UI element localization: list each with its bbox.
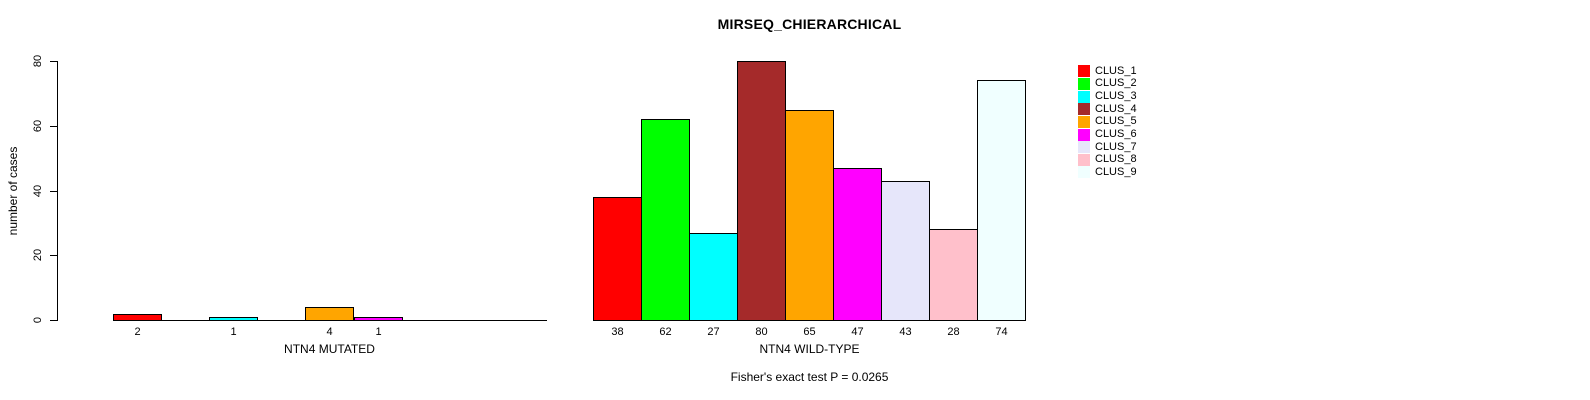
bar-value-label: 4 <box>326 326 333 338</box>
y-axis-label: number of cases <box>6 146 20 236</box>
legend-swatch-clus_9 <box>1078 166 1090 179</box>
legend-label: CLUS_5 <box>1095 115 1137 128</box>
bar-value-label: 62 <box>659 326 672 338</box>
chart-title: MIRSEQ_CHIERARCHICAL <box>717 16 902 32</box>
legend-item: CLUS_8 <box>1078 153 1137 166</box>
bar-clus_8-wildtype <box>929 229 978 321</box>
y-tick-label: 60 <box>32 119 44 133</box>
legend-label: CLUS_9 <box>1095 165 1137 178</box>
bar-value-label: 28 <box>947 326 960 338</box>
bar-clus_4-wildtype <box>737 61 786 321</box>
bar-value-label: 43 <box>899 326 912 338</box>
legend-label: CLUS_1 <box>1095 64 1137 77</box>
legend: CLUS_1 CLUS_2 CLUS_3 CLUS_4 CLUS_5 CLUS_6 CLUS… <box>1078 65 1137 179</box>
bar-clus_2-wildtype <box>641 119 690 321</box>
bar-value-label: 80 <box>755 326 768 338</box>
y-axis-line <box>57 61 58 321</box>
legend-swatch-clus_5 <box>1078 115 1090 128</box>
bar-value-label: 2 <box>134 326 141 338</box>
legend-label: CLUS_6 <box>1095 128 1137 141</box>
y-tick <box>50 320 57 321</box>
bar-clus_5-wildtype <box>785 110 834 321</box>
legend-item: CLUS_5 <box>1078 115 1137 129</box>
legend-item: CLUS_3 <box>1078 90 1137 103</box>
legend-item: CLUS_4 <box>1078 103 1137 116</box>
legend-item: CLUS_1 <box>1078 65 1137 78</box>
bar-value-label: 1 <box>375 326 382 338</box>
bar-clus_9-wildtype <box>977 80 1026 321</box>
bar-value-label: 74 <box>995 326 1008 338</box>
y-tick-label: 80 <box>32 54 44 68</box>
legend-swatch-clus_2 <box>1078 77 1090 90</box>
legend-swatch-clus_3 <box>1078 90 1090 103</box>
bar-value-label: 65 <box>803 326 816 338</box>
legend-swatch-clus_8 <box>1078 153 1090 166</box>
x-axis-label-mutated: NTN4 MUTATED <box>284 342 375 356</box>
fisher-test-note: Fisher's exact test P = 0.0265 <box>730 370 889 384</box>
legend-swatch-clus_4 <box>1078 103 1090 116</box>
y-tick-label: 0 <box>32 316 44 324</box>
y-tick-label: 40 <box>32 184 44 198</box>
bar-clus_1-wildtype <box>593 197 642 321</box>
legend-item: CLUS_2 <box>1078 77 1137 91</box>
bar-clus_1-mutated <box>113 314 162 321</box>
legend-item: CLUS_6 <box>1078 128 1137 141</box>
legend-swatch-clus_7 <box>1078 141 1090 154</box>
bar-value-label: 47 <box>851 326 864 338</box>
legend-label: CLUS_3 <box>1095 90 1137 103</box>
bar-clus_6-wildtype <box>833 168 882 321</box>
y-tick <box>50 191 57 192</box>
legend-swatch-clus_1 <box>1078 65 1090 78</box>
x-axis-label-wildtype: NTN4 WILD-TYPE <box>759 342 860 356</box>
bar-clus_3-wildtype <box>689 233 738 321</box>
bar-clus_7-wildtype <box>881 181 930 321</box>
y-tick <box>50 61 57 62</box>
legend-label: CLUS_8 <box>1095 153 1137 166</box>
bar-clus_3-mutated <box>209 317 258 321</box>
y-tick <box>50 255 57 256</box>
legend-label: CLUS_2 <box>1095 77 1137 90</box>
legend-item: CLUS_9 <box>1078 166 1137 179</box>
bar-value-label: 38 <box>611 326 624 338</box>
bar-value-label: 1 <box>230 326 237 338</box>
bar-clus_5-mutated <box>305 307 354 321</box>
y-tick-label: 20 <box>32 248 44 262</box>
legend-item: CLUS_7 <box>1078 141 1137 154</box>
legend-swatch-clus_6 <box>1078 128 1090 141</box>
bar-clus_6-mutated <box>354 317 403 321</box>
y-tick <box>50 126 57 127</box>
legend-label: CLUS_4 <box>1095 102 1137 115</box>
legend-label: CLUS_7 <box>1095 140 1137 153</box>
bar-value-label: 27 <box>707 326 720 338</box>
